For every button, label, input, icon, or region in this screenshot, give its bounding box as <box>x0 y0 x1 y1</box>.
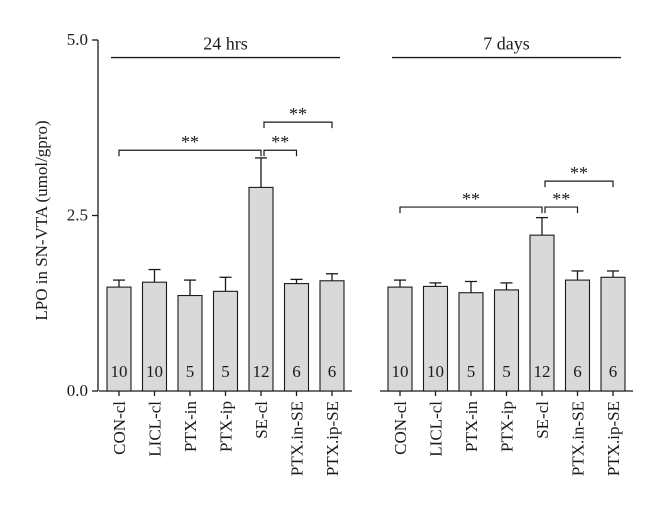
bar <box>529 234 555 392</box>
significance-label: ** <box>289 104 307 124</box>
bar <box>212 290 239 392</box>
sample-size-label: 5 <box>221 362 230 381</box>
bar <box>422 285 449 392</box>
sample-size-label: 10 <box>146 362 163 381</box>
sample-size-label: 12 <box>253 362 270 381</box>
bar <box>283 283 310 392</box>
y-tick-label: 5.0 <box>67 30 88 49</box>
sample-size-label: 6 <box>328 362 337 381</box>
sample-size-label: 5 <box>186 362 195 381</box>
group-title: 7 days <box>483 34 530 54</box>
sample-size-label: 6 <box>573 362 582 381</box>
significance-label: ** <box>271 132 289 152</box>
y-axis-title: LPO in SN-VTA (umol/gpro) <box>32 120 51 320</box>
bar <box>564 279 591 392</box>
sample-size-label: 5 <box>502 362 511 381</box>
x-category-label: LICL-cl <box>146 401 165 457</box>
sample-size-label: 5 <box>467 362 476 381</box>
x-category-label: PTX-in <box>181 401 200 453</box>
significance-label: ** <box>462 189 480 209</box>
significance-label: ** <box>570 163 588 183</box>
sample-size-label: 6 <box>292 362 301 381</box>
x-category-label: SE-cl <box>252 401 271 439</box>
sample-size-label: 10 <box>392 362 409 381</box>
x-category-label: LICL-cl <box>427 401 446 457</box>
bar <box>248 186 274 392</box>
x-category-label: PTX.in-SE <box>288 401 307 476</box>
significance-bracket <box>544 180 614 188</box>
significance-bracket <box>399 206 543 214</box>
sample-size-label: 10 <box>111 362 128 381</box>
bar <box>493 289 520 392</box>
x-category-label: PTX.ip-SE <box>323 401 342 476</box>
x-category-label: PTX-ip <box>217 401 236 452</box>
x-category-label: PTX.in-SE <box>569 401 588 476</box>
significance-label: ** <box>552 189 570 209</box>
labels: 10 CON-cl 10 LICL-cl 5 PTX-in 5 PTX-ip 12 SE-cl 6 P… <box>110 34 623 477</box>
x-category-label: SE-cl <box>533 401 552 439</box>
bar <box>106 286 132 392</box>
significance-bracket <box>263 121 333 129</box>
significance-bracket <box>118 149 262 157</box>
group-title: 24 hrs <box>203 34 248 54</box>
x-category-label: PTX.ip-SE <box>604 401 623 476</box>
y-tick-label: 2.5 <box>67 206 88 225</box>
x-category-label: PTX-ip <box>498 401 517 452</box>
bar <box>319 280 345 392</box>
significance-bracket <box>544 206 579 214</box>
bars <box>106 121 626 392</box>
bar <box>458 292 484 392</box>
y-tick-label: 0.0 <box>67 381 88 400</box>
significance-label: ** <box>181 132 199 152</box>
x-category-label: CON-cl <box>391 401 410 455</box>
sample-size-label: 10 <box>427 362 444 381</box>
x-category-label: PTX-in <box>462 401 481 453</box>
sample-size-label: 12 <box>534 362 551 381</box>
significance-bracket <box>263 149 298 157</box>
x-category-label: CON-cl <box>110 401 129 455</box>
bar <box>387 286 413 392</box>
sample-size-label: 6 <box>609 362 618 381</box>
